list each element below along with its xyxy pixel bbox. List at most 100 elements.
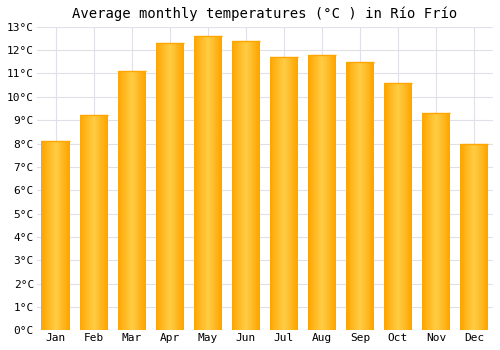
Bar (182, 43, 183, 330)
Bar (441, 113, 442, 330)
Title: Average monthly temperatures (°C ) in Río Frío: Average monthly temperatures (°C ) in Rí… (72, 7, 458, 21)
Bar (352, 62, 354, 330)
Bar (358, 62, 359, 330)
Bar (214, 36, 216, 330)
Bar (460, 144, 462, 330)
Bar (278, 57, 279, 330)
Bar (324, 55, 325, 330)
Bar (132, 71, 134, 330)
Bar (408, 83, 410, 330)
Bar (50, 141, 51, 330)
Bar (332, 55, 334, 330)
Bar (171, 43, 172, 330)
Bar (326, 55, 328, 330)
Bar (131, 71, 132, 330)
Bar (85, 116, 86, 330)
Bar (236, 41, 238, 330)
Bar (478, 144, 479, 330)
Bar (363, 62, 364, 330)
Bar (476, 144, 477, 330)
Bar (323, 55, 324, 330)
Bar (276, 57, 277, 330)
Bar (91, 116, 92, 330)
Bar (163, 43, 164, 330)
Bar (122, 71, 123, 330)
Bar (346, 62, 348, 330)
Bar (202, 36, 203, 330)
Bar (218, 36, 220, 330)
Bar (69, 141, 70, 330)
Bar (120, 71, 122, 330)
Bar (428, 113, 430, 330)
Bar (256, 41, 258, 330)
Bar (64, 141, 65, 330)
Bar (316, 55, 317, 330)
Bar (290, 57, 292, 330)
Bar (166, 43, 167, 330)
Bar (462, 144, 464, 330)
Bar (212, 36, 214, 330)
Bar (446, 113, 448, 330)
Bar (330, 55, 332, 330)
Bar (466, 144, 468, 330)
Bar (285, 57, 286, 330)
Bar (422, 113, 424, 330)
Bar (286, 57, 287, 330)
Bar (404, 83, 406, 330)
Bar (400, 83, 401, 330)
Bar (130, 71, 131, 330)
Bar (317, 55, 318, 330)
Bar (145, 71, 146, 330)
Bar (232, 41, 234, 330)
Bar (134, 71, 136, 330)
Bar (104, 116, 105, 330)
Bar (80, 116, 82, 330)
Bar (406, 83, 408, 330)
Bar (283, 57, 284, 330)
Bar (372, 62, 374, 330)
Bar (247, 41, 248, 330)
Bar (60, 141, 62, 330)
Bar (272, 57, 274, 330)
Bar (105, 116, 106, 330)
Bar (434, 113, 435, 330)
Bar (68, 141, 69, 330)
Bar (198, 36, 200, 330)
Bar (160, 43, 162, 330)
Bar (426, 113, 428, 330)
Bar (475, 144, 476, 330)
Bar (162, 43, 163, 330)
Bar (128, 71, 129, 330)
Bar (296, 57, 297, 330)
Bar (287, 57, 288, 330)
Bar (208, 36, 209, 330)
Bar (436, 113, 437, 330)
Bar (470, 144, 471, 330)
Bar (480, 144, 482, 330)
Bar (164, 43, 165, 330)
Bar (297, 57, 298, 330)
Bar (209, 36, 210, 330)
Bar (410, 83, 412, 330)
Bar (100, 116, 102, 330)
Bar (281, 57, 282, 330)
Bar (390, 83, 392, 330)
Bar (118, 71, 120, 330)
Bar (484, 144, 486, 330)
Bar (203, 36, 204, 330)
Bar (178, 43, 180, 330)
Bar (386, 83, 388, 330)
Bar (58, 141, 59, 330)
Bar (140, 71, 141, 330)
Bar (442, 113, 444, 330)
Bar (288, 57, 290, 330)
Bar (393, 83, 394, 330)
Bar (473, 144, 474, 330)
Bar (444, 113, 446, 330)
Bar (270, 57, 272, 330)
Bar (123, 71, 124, 330)
Bar (204, 36, 205, 330)
Bar (402, 83, 404, 330)
Bar (126, 71, 127, 330)
Bar (277, 57, 278, 330)
